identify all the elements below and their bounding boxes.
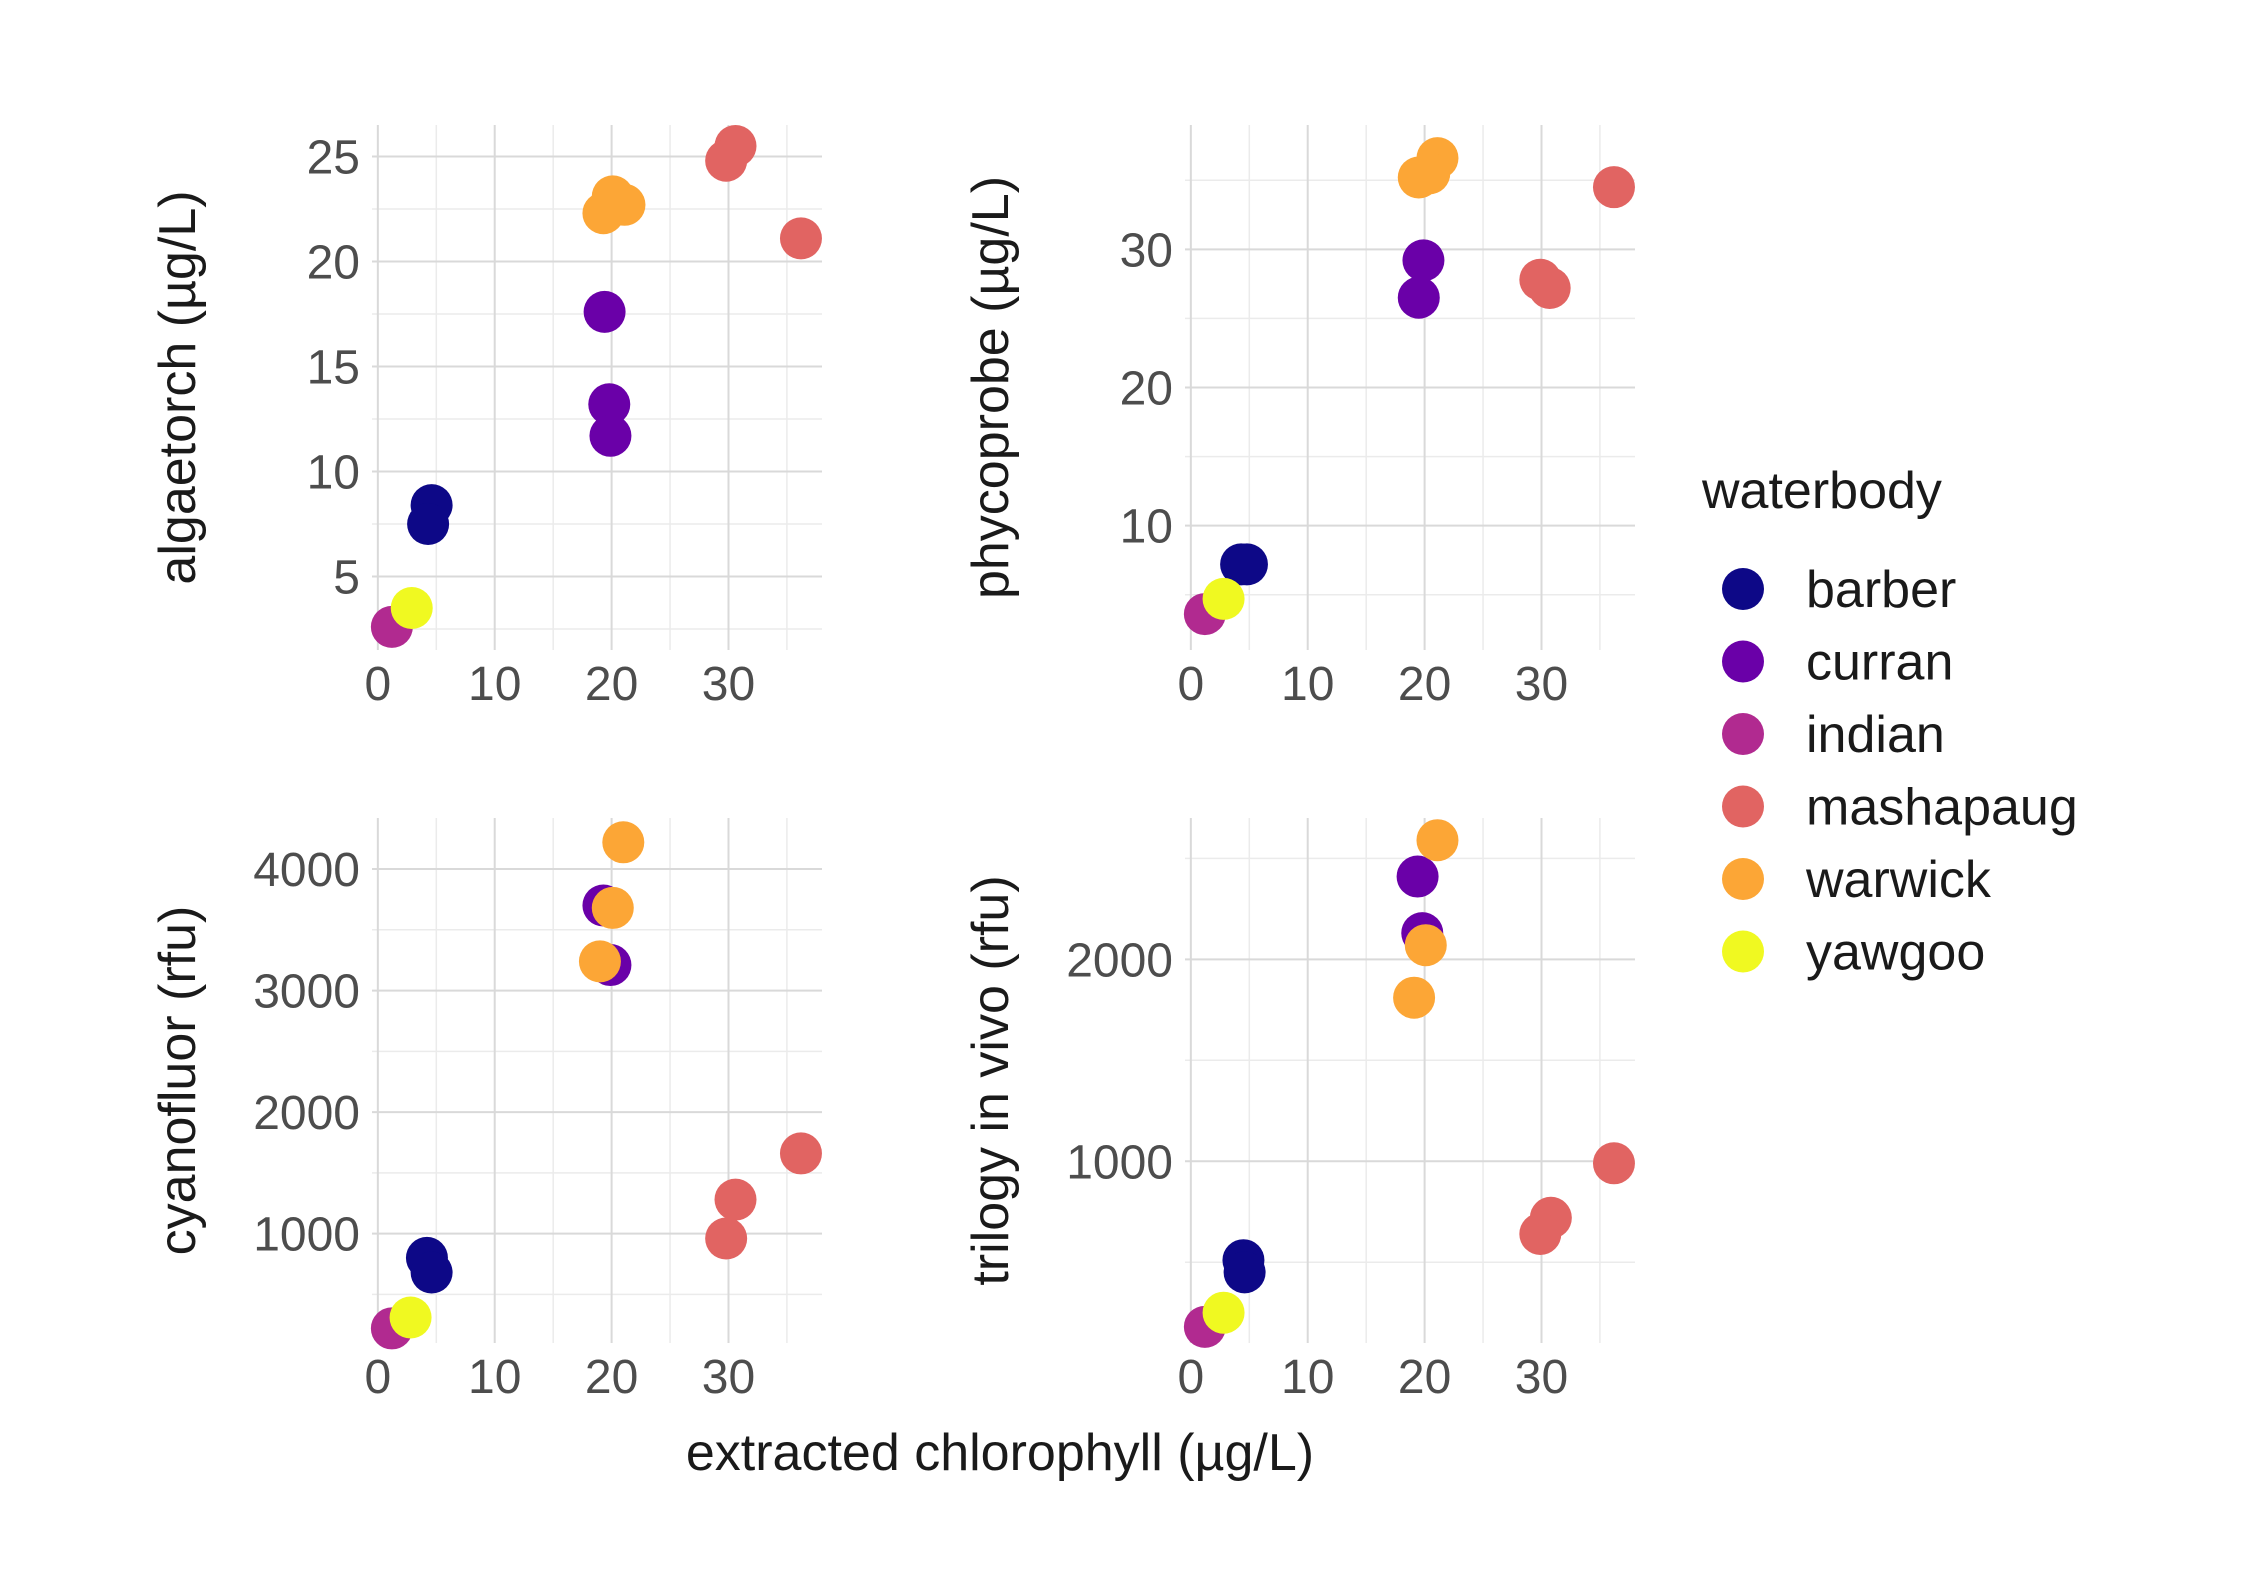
x-tick-label: 30: [1515, 658, 1568, 711]
x-tick-label: 30: [1515, 1351, 1568, 1404]
grid: [372, 125, 822, 650]
x-tick-label: 20: [1398, 658, 1451, 711]
panel-1: 0 10 20 30 5 10 15 20 25 algaetorch (µg/L): [149, 125, 822, 711]
legend-label-indian: indian: [1806, 706, 1945, 764]
x-tick-label: 20: [585, 1351, 638, 1404]
point-curran: [1397, 276, 1440, 319]
x-tick-label: 0: [1177, 1351, 1204, 1404]
x-tick-label: 20: [1398, 1351, 1451, 1404]
grid: [1185, 818, 1635, 1343]
x-tick-label: 20: [585, 658, 638, 711]
point-yawgoo: [389, 1296, 432, 1339]
point-curran: [589, 414, 632, 457]
y-tick-label: 10: [1120, 501, 1173, 554]
panel-4: 0 10 20 30 1000 2000 trilogy in vivo (rfu): [962, 818, 1635, 1404]
y-tick-label: 20: [307, 237, 360, 290]
y-tick-label: 1000: [253, 1209, 360, 1262]
legend-swatch-mashapaug: [1722, 785, 1764, 828]
point-curran: [1402, 239, 1445, 282]
legend-label-yawgoo: yawgoo: [1806, 924, 1985, 982]
legend-swatch-curran: [1722, 640, 1764, 683]
x-tick-label: 0: [364, 1351, 391, 1404]
y-tick-label: 1000: [1066, 1136, 1173, 1189]
panel-2: 0 10 20 30 10 20 30 phycoprobe (µg/L): [962, 125, 1635, 711]
point-yawgoo: [390, 587, 433, 629]
x-tick-label: 30: [702, 1351, 755, 1404]
point-mashapaug: [779, 217, 822, 260]
panel-3: 0 10 20 30 1000 2000 3000 4000 cyanofluor (rfu): [149, 818, 822, 1404]
y-axis-title: cyanofluor (rfu): [149, 906, 207, 1256]
legend-swatch-barber: [1722, 568, 1764, 610]
x-tick-label: 10: [1281, 658, 1334, 711]
x-tick-label: 30: [702, 658, 755, 711]
legend-title: waterbody: [1701, 462, 1942, 520]
point-mashapaug: [714, 1178, 757, 1221]
point-warwick: [1416, 819, 1459, 862]
point-curran: [1396, 855, 1439, 898]
legend-label-warwick: warwick: [1805, 851, 1992, 909]
point-yawgoo: [1202, 1291, 1245, 1334]
legend-entries: barber curran indian mashapaug warwick yawgoo: [1722, 561, 2078, 982]
point-warwick: [602, 821, 645, 864]
point-warwick: [1408, 152, 1451, 195]
legend: waterbody barber curran indian mashapaug war…: [1701, 462, 2078, 982]
panels: 0 10 20 30 5 10 15 20 25 algaetorch (µg/L) 0 10 20 30…: [149, 125, 1635, 1404]
points: [370, 821, 822, 1350]
x-tick-label: 10: [468, 1351, 521, 1404]
point-mashapaug: [705, 1217, 748, 1260]
points: [1183, 819, 1635, 1348]
y-axis-title: phycoprobe (µg/L): [962, 176, 1020, 599]
y-axis-title: algaetorch (µg/L): [149, 190, 207, 584]
y-tick-label: 15: [307, 342, 360, 395]
x-tick-label: 10: [1281, 1351, 1334, 1404]
point-curran: [588, 383, 631, 426]
point-mashapaug: [1528, 267, 1571, 310]
y-tick-label: 20: [1120, 363, 1173, 416]
legend-swatch-indian: [1722, 713, 1764, 755]
point-barber: [1225, 543, 1268, 586]
point-mashapaug: [1519, 1212, 1562, 1255]
legend-label-curran: curran: [1806, 634, 1953, 692]
grid: [1185, 125, 1635, 650]
y-tick-label: 25: [307, 132, 360, 185]
y-tick-label: 2000: [1066, 934, 1173, 987]
legend-swatch-yawgoo: [1722, 930, 1764, 973]
legend-label-barber: barber: [1806, 561, 1956, 619]
shared-x-axis-title: extracted chlorophyll (µg/L): [686, 1424, 1314, 1482]
point-barber: [1223, 1251, 1266, 1294]
legend-label-mashapaug: mashapaug: [1806, 779, 2078, 837]
point-warwick: [591, 886, 634, 929]
x-tick-label: 10: [468, 658, 521, 711]
point-mashapaug: [1592, 166, 1635, 209]
point-yawgoo: [1202, 577, 1245, 620]
point-warwick: [1393, 976, 1436, 1019]
y-tick-label: 2000: [253, 1087, 360, 1140]
y-tick-label: 3000: [253, 966, 360, 1019]
y-axis-title: trilogy in vivo (rfu): [962, 875, 1020, 1285]
point-mashapaug: [705, 139, 748, 182]
y-tick-label: 5: [333, 552, 360, 605]
point-warwick: [582, 192, 625, 235]
x-tick-label: 0: [364, 658, 391, 711]
x-tick-label: 0: [1177, 658, 1204, 711]
points: [1183, 137, 1635, 636]
point-curran: [583, 290, 626, 333]
point-barber: [410, 1251, 453, 1294]
y-tick-label: 30: [1120, 224, 1173, 277]
y-tick-label: 4000: [253, 844, 360, 897]
y-tick-label: 10: [307, 447, 360, 500]
point-barber: [407, 503, 450, 545]
points: [370, 125, 822, 648]
point-mashapaug: [779, 1132, 822, 1175]
point-warwick: [578, 940, 621, 983]
legend-swatch-warwick: [1722, 858, 1764, 900]
point-mashapaug: [1592, 1142, 1635, 1185]
point-warwick: [1404, 924, 1447, 967]
